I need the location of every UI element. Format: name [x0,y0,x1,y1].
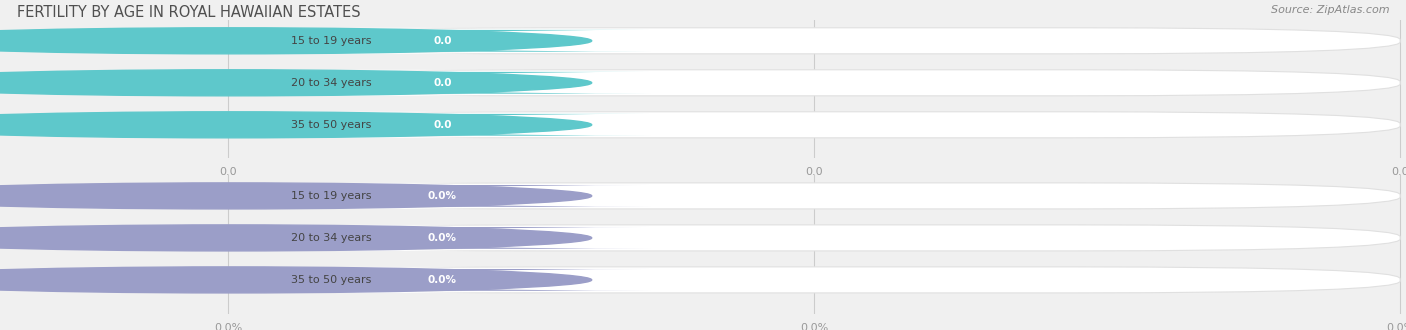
FancyBboxPatch shape [82,112,557,138]
FancyBboxPatch shape [82,225,557,251]
Text: 15 to 19 years: 15 to 19 years [291,191,371,201]
Text: 20 to 34 years: 20 to 34 years [291,233,371,243]
Circle shape [0,183,592,209]
FancyBboxPatch shape [82,70,557,96]
Text: 0.0: 0.0 [433,78,451,88]
Text: 0.0: 0.0 [433,36,451,46]
FancyBboxPatch shape [235,185,650,207]
FancyBboxPatch shape [82,267,557,293]
FancyBboxPatch shape [228,225,1400,251]
Text: FERTILITY BY AGE IN ROYAL HAWAIIAN ESTATES: FERTILITY BY AGE IN ROYAL HAWAIIAN ESTAT… [17,5,360,20]
Text: 0.0: 0.0 [433,120,451,130]
Text: 15 to 19 years: 15 to 19 years [291,36,371,46]
Circle shape [0,225,592,251]
Circle shape [0,28,592,54]
FancyBboxPatch shape [228,183,1400,209]
Text: 20 to 34 years: 20 to 34 years [291,78,371,88]
FancyBboxPatch shape [235,269,650,291]
FancyBboxPatch shape [228,112,1400,138]
FancyBboxPatch shape [235,227,650,249]
FancyBboxPatch shape [228,267,1400,293]
Text: 0.0%: 0.0% [427,191,457,201]
Text: 0.0%: 0.0% [427,233,457,243]
FancyBboxPatch shape [228,70,1400,96]
Text: 35 to 50 years: 35 to 50 years [291,120,371,130]
Text: Source: ZipAtlas.com: Source: ZipAtlas.com [1271,5,1389,15]
FancyBboxPatch shape [82,183,557,209]
Circle shape [0,70,592,96]
FancyBboxPatch shape [82,28,557,54]
Text: 0.0%: 0.0% [427,275,457,285]
Text: 35 to 50 years: 35 to 50 years [291,275,371,285]
FancyBboxPatch shape [235,72,650,94]
FancyBboxPatch shape [235,30,650,52]
FancyBboxPatch shape [228,28,1400,54]
FancyBboxPatch shape [235,114,650,136]
Circle shape [0,267,592,293]
Circle shape [0,112,592,138]
